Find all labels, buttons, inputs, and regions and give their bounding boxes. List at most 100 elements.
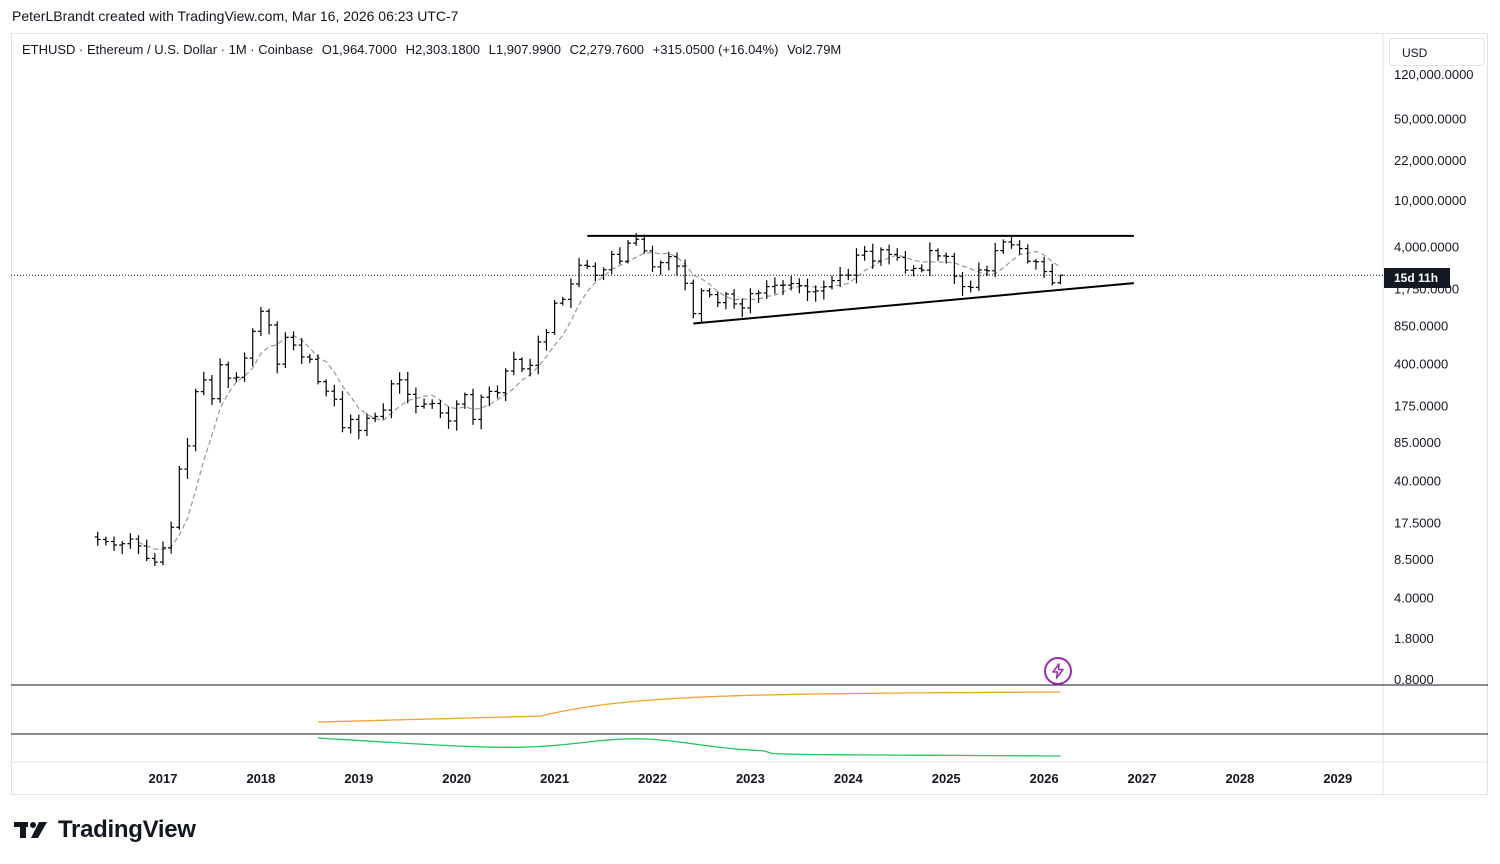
ohlc-bar <box>755 290 762 303</box>
ohlc-bar <box>1024 244 1031 264</box>
ohlc-bar <box>731 289 738 309</box>
ohlc-bar <box>241 352 248 382</box>
ohlc-bar <box>111 536 118 552</box>
open-value: O1,964.7000 <box>321 42 397 57</box>
time-tick-label: 2027 <box>1128 771 1157 786</box>
ohlc-bar <box>673 252 680 276</box>
ohlc-bar <box>151 553 158 566</box>
ohlc-bar <box>959 272 966 296</box>
ohlc-bar <box>682 259 689 291</box>
ohlc-bar <box>935 248 942 261</box>
ohlc-bar <box>102 536 109 546</box>
ohlc-bar <box>714 291 721 307</box>
ohlc-bar <box>739 298 746 318</box>
ohlc-bar <box>339 391 346 433</box>
ohlc-bar <box>983 265 990 277</box>
ohlc-bar <box>559 296 566 306</box>
close-value: C2,279.7600 <box>569 42 645 57</box>
time-tick-label: 2026 <box>1030 771 1059 786</box>
ohlc-bar <box>967 280 974 293</box>
ohlc-bar <box>331 384 338 407</box>
ohlc-bar <box>461 392 468 409</box>
ohlc-bar <box>160 541 166 566</box>
ohlc-bar <box>845 268 852 281</box>
ohlc-bar <box>421 398 428 409</box>
ohlc-bar <box>429 399 436 409</box>
ohlc-bar <box>453 400 460 431</box>
ohlc-bar <box>828 275 835 290</box>
ohlc-bar <box>355 414 362 440</box>
low-value: L1,907.9900 <box>488 42 561 57</box>
ohlc-bar <box>323 379 330 397</box>
moving-average-line <box>138 250 1061 551</box>
ohlc-bar <box>1057 274 1064 285</box>
ohlc-bar <box>315 354 322 385</box>
ohlc-bar <box>902 251 909 274</box>
ohlc-bar <box>518 357 525 373</box>
spark-button[interactable] <box>1044 657 1072 685</box>
ohlc-bar <box>502 368 509 402</box>
ohlc-bar <box>119 541 126 555</box>
ohlc-bar <box>804 278 811 302</box>
bar-countdown: 15d 11h <box>1384 268 1450 288</box>
ohlc-bar <box>853 248 860 284</box>
ohlc-bar <box>567 278 574 308</box>
ohlc-bar <box>576 257 583 288</box>
ohlc-bar <box>788 275 795 291</box>
symbol-title[interactable]: ETHUSD · Ethereum / U.S. Dollar · 1M · C… <box>22 42 314 57</box>
ohlc-bar <box>445 406 452 429</box>
ohlc-bar <box>690 279 697 319</box>
currency-button[interactable]: USD <box>1389 38 1485 66</box>
ohlc-bar <box>1032 258 1039 270</box>
price-axis[interactable]: 120,000.0000 50,000.0000 22,000.0000 10,000… <box>1394 67 1474 687</box>
ohlc-bar <box>992 242 999 278</box>
ohlc-bar <box>94 531 101 546</box>
ohlc-bar <box>1049 263 1056 286</box>
ohlc-bar <box>404 371 411 404</box>
high-value: H2,303.1800 <box>405 42 481 57</box>
ohlc-bar <box>1041 256 1048 278</box>
ohlc-bar <box>233 372 240 382</box>
ohlc-bar <box>584 259 591 269</box>
time-axis[interactable]: 2017 2018 2019 2020 2021 2022 2023 2024 2025 2026… <box>149 771 1353 786</box>
ohlc-bar <box>918 264 925 273</box>
price-tick-label: 17.5000 <box>1394 515 1441 530</box>
indicator-panes <box>317 691 1061 757</box>
price-tick-label: 4,000.0000 <box>1394 240 1459 255</box>
ohlc-bar <box>200 371 207 396</box>
time-tick-label: 2018 <box>246 771 275 786</box>
ohlc-bar <box>763 280 770 299</box>
ohlc-bar <box>894 248 901 261</box>
price-tick-label: 1.8000 <box>1394 631 1434 646</box>
ohlc-bar <box>926 242 933 277</box>
ohlc-bar <box>176 465 183 530</box>
symbol-legend: ETHUSD · Ethereum / U.S. Dollar · 1M · C… <box>22 42 846 57</box>
ohlc-bar <box>249 328 256 367</box>
ohlc-bar <box>257 306 264 337</box>
ohlc-bar <box>665 251 672 271</box>
tradingview-logo[interactable]: TradingView <box>14 815 196 845</box>
ohlc-bar <box>363 413 370 436</box>
price-tick-label: 120,000.0000 <box>1394 67 1474 82</box>
price-tick-label: 0.8000 <box>1394 672 1434 687</box>
ohlc-bar <box>217 358 224 403</box>
ohlc-bar <box>1016 240 1023 255</box>
trendlines[interactable] <box>587 234 1134 325</box>
ohlc-bar <box>135 535 142 555</box>
price-tick-label: 10,000.0000 <box>1394 193 1466 208</box>
ohlc-bar <box>298 338 305 365</box>
ohlc-bar <box>494 385 501 399</box>
time-tick-label: 2025 <box>932 771 961 786</box>
moving-average-layer <box>138 250 1061 551</box>
ohlc-bar <box>266 308 273 335</box>
ohlc-bar <box>616 247 623 265</box>
price-tick-label: 4.0000 <box>1394 590 1434 605</box>
price-tick-label: 85.0000 <box>1394 435 1441 450</box>
time-tick-label: 2029 <box>1323 771 1352 786</box>
chart-frame <box>11 33 1488 795</box>
change-value: +315.0500 (+16.04%) <box>652 42 779 57</box>
ohlc-bar <box>910 265 917 277</box>
ohlc-bar <box>551 300 558 335</box>
ohlc-bar <box>347 414 354 434</box>
